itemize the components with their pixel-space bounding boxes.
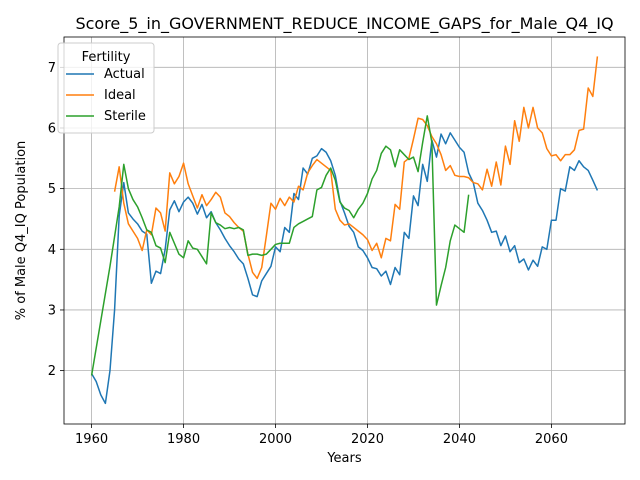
x-axis-label: Years [326, 451, 362, 466]
y-tick-label: 5 [48, 182, 56, 197]
series-layer [90, 56, 599, 405]
y-tick-label: 2 [48, 364, 56, 379]
chart-title: Score_5_in_GOVERNMENT_REDUCE_INCOME_GAPS… [75, 14, 613, 34]
y-tick-label: 7 [48, 61, 56, 76]
legend-label-ideal: Ideal [104, 88, 136, 103]
y-tick-label: 3 [48, 303, 56, 318]
x-tick-label: 1960 [75, 432, 108, 447]
legend-entries: Actual Ideal Sterile [66, 67, 146, 124]
legend-title: Fertility [82, 50, 131, 65]
x-tick-label: 1980 [167, 432, 200, 447]
y-tick-label: 4 [48, 243, 56, 258]
y-axis-label: % of Male Q4_IQ Population [14, 141, 29, 321]
axis-ticks: 1960 1980 2000 2020 2040 2060 2 3 4 5 6 7 [48, 61, 568, 447]
y-tick-label: 6 [48, 121, 56, 136]
legend-frame [57, 42, 155, 134]
x-tick-label: 2040 [443, 432, 476, 447]
series-line-sterile [90, 115, 470, 376]
legend-label-sterile: Sterile [104, 109, 146, 124]
legend: Fertility Actual Ideal Sterile [57, 42, 155, 134]
legend-label-actual: Actual [104, 67, 145, 82]
series-line-ideal [113, 56, 599, 280]
x-tick-label: 2020 [351, 432, 384, 447]
series-line-actual [90, 132, 599, 405]
x-tick-label: 2060 [535, 432, 568, 447]
plot-frame [63, 36, 626, 425]
x-tick-label: 2000 [259, 432, 292, 447]
grid [64, 37, 625, 424]
